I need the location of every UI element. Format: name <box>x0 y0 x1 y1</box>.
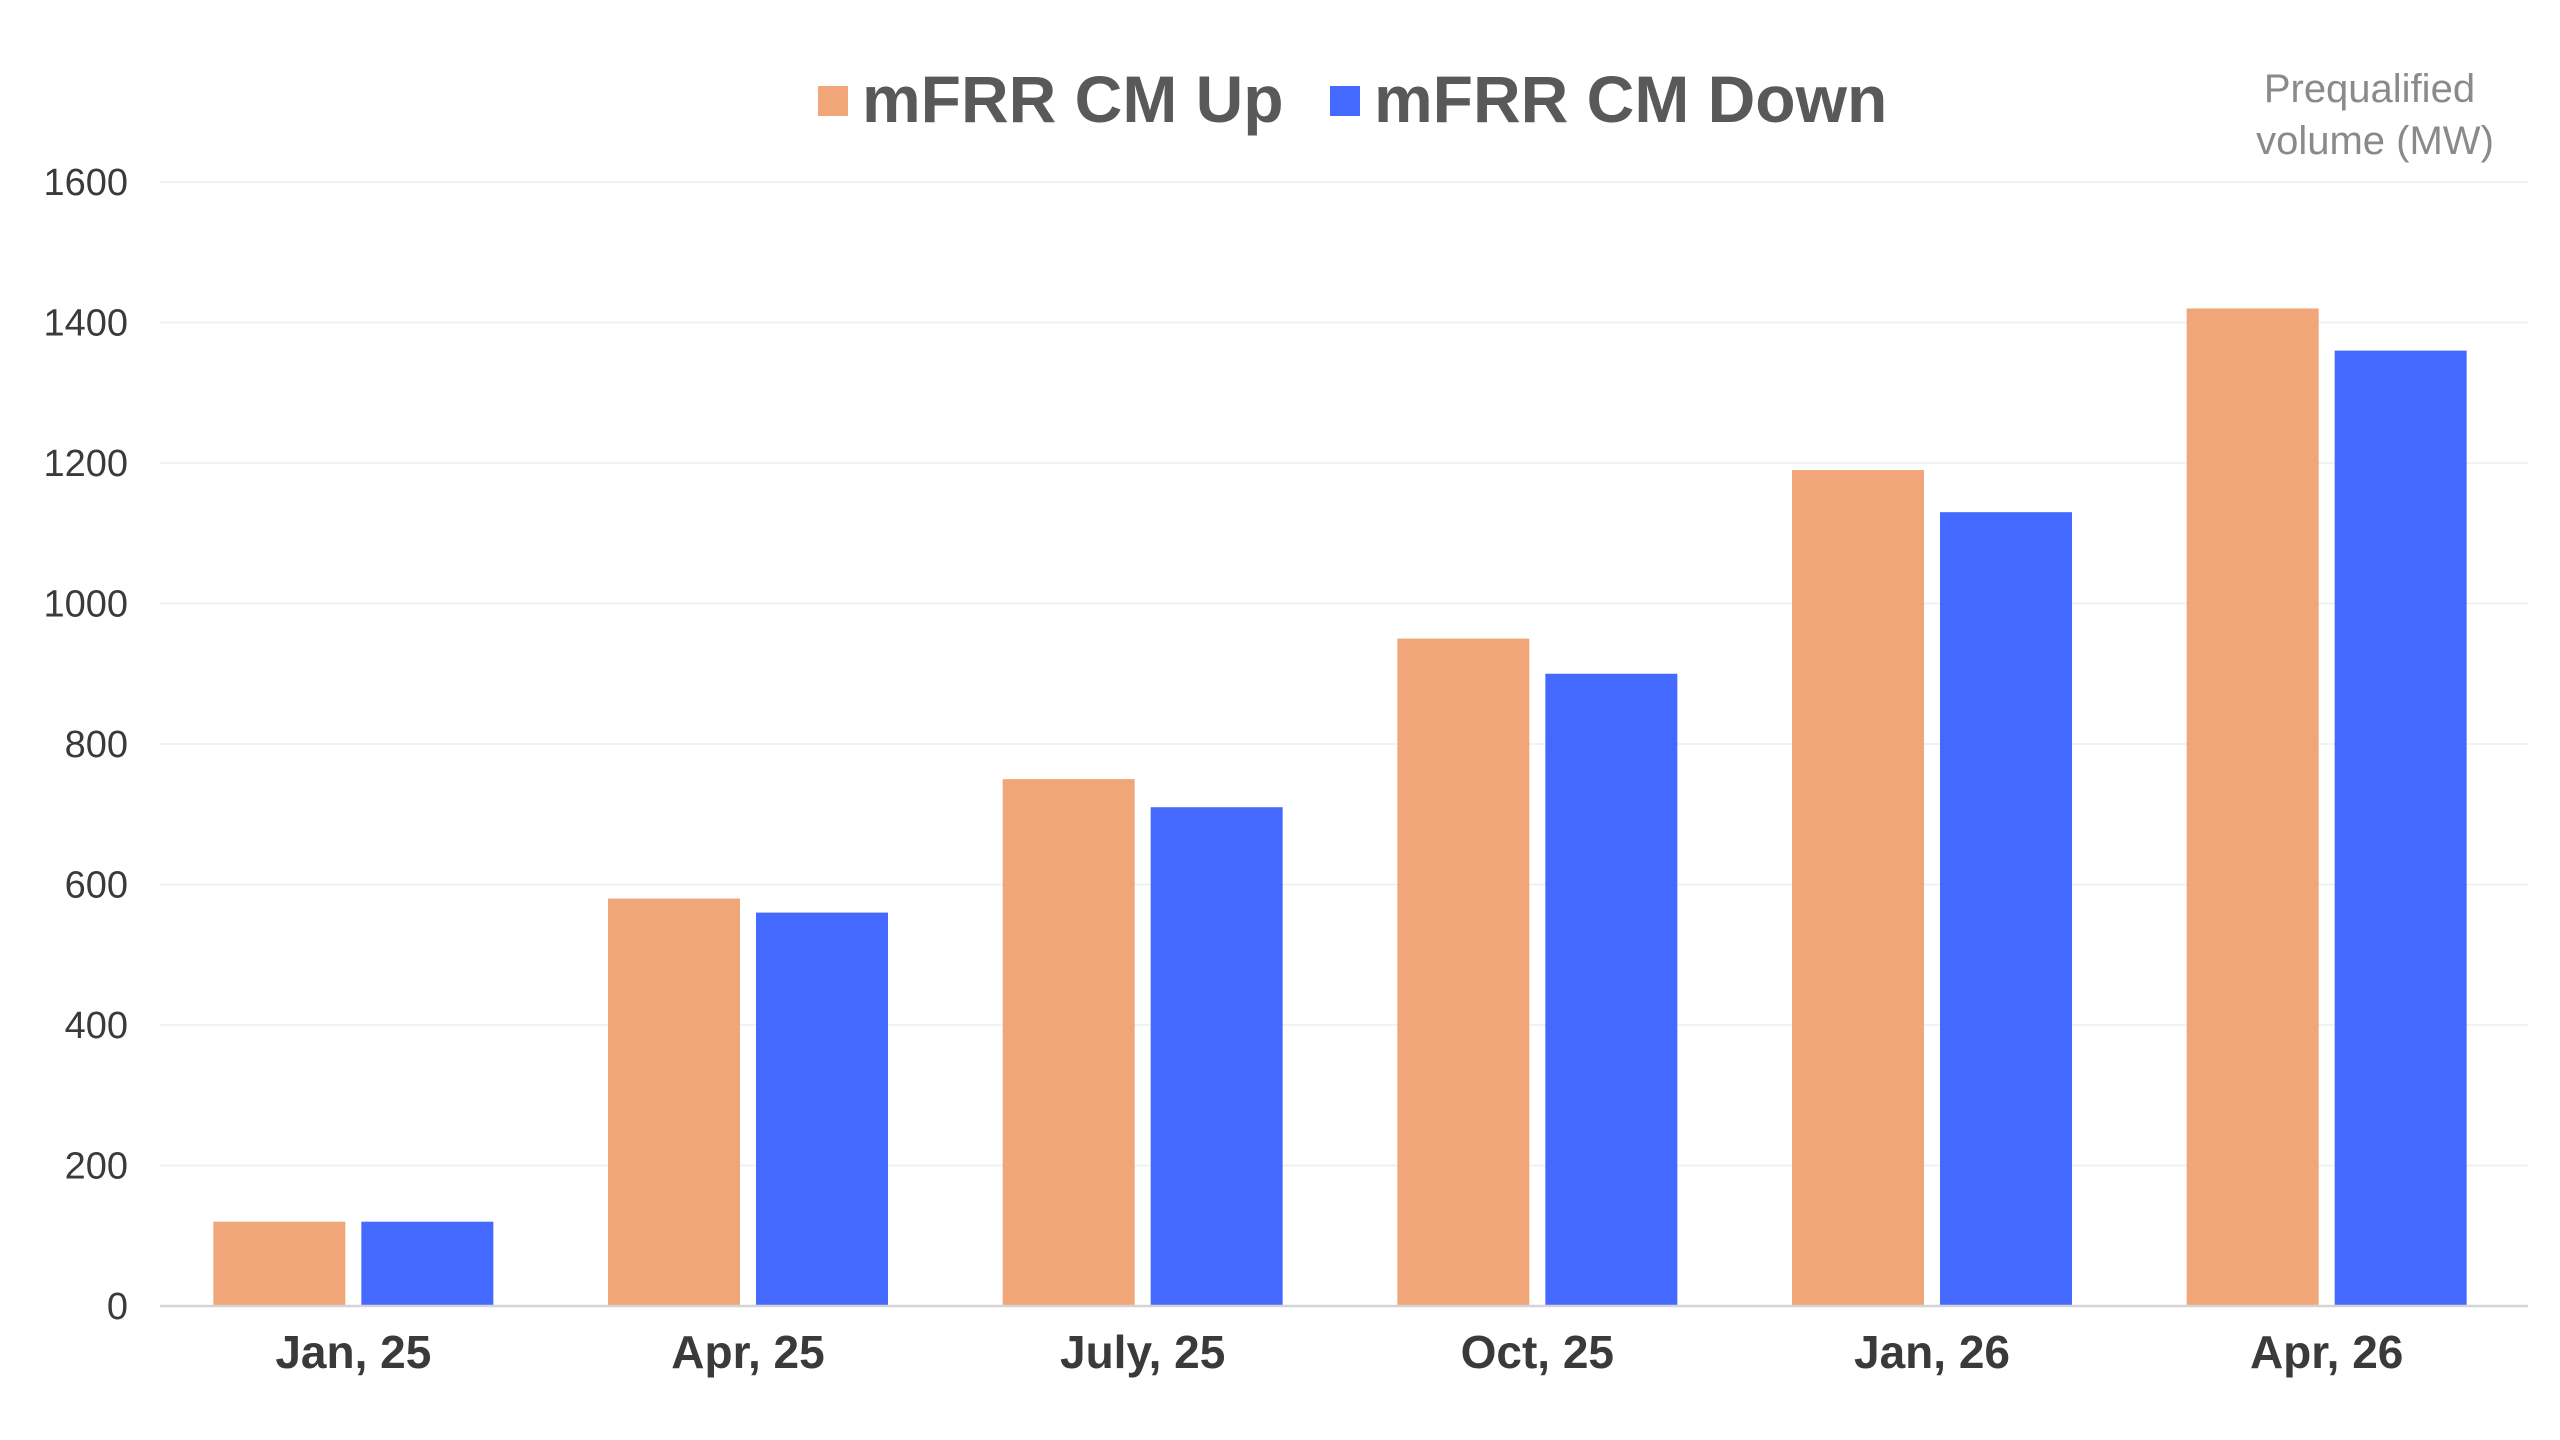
unit-label-line-1: Prequalified <box>2264 67 2475 111</box>
bar-up-3 <box>1397 638 1530 1306</box>
bar-up-4 <box>1792 470 1924 1306</box>
x-tick-label: Jan, 25 <box>275 1326 431 1378</box>
y-axis: 0 200 400 600 800 1000 1200 1400 1600 <box>43 162 128 1328</box>
x-tick-label: July, 25 <box>1060 1326 1225 1378</box>
legend-label-down: mFRR CM Down <box>1374 62 1887 136</box>
y-tick-label: 400 <box>65 1005 128 1047</box>
bar-down-5 <box>2334 350 2467 1307</box>
gridlines <box>160 181 2528 1167</box>
y-tick-label: 800 <box>65 724 128 766</box>
unit-label-line-2: volume (MW) <box>2256 119 2494 163</box>
y-tick-label: 0 <box>107 1286 128 1328</box>
y-tick-label: 1000 <box>43 584 128 626</box>
bar-up-2 <box>1002 779 1135 1306</box>
x-tick-label: Jan, 26 <box>1854 1326 2010 1378</box>
y-tick-label: 200 <box>65 1146 128 1188</box>
y-tick-label: 1400 <box>43 303 128 345</box>
x-tick-label: Apr, 26 <box>2250 1326 2403 1378</box>
y-tick-label: 1600 <box>43 162 128 204</box>
bar-down-0 <box>361 1221 494 1306</box>
legend-swatch-down <box>1330 86 1360 116</box>
legend-label-up: mFRR CM Up <box>862 62 1284 136</box>
x-tick-label: Oct, 25 <box>1461 1326 1614 1378</box>
bars <box>213 308 2467 1307</box>
bar-down-4 <box>1940 512 2072 1306</box>
bar-down-2 <box>1150 807 1283 1306</box>
bar-up-0 <box>213 1221 346 1306</box>
x-axis: Jan, 25 Apr, 25 July, 25 Oct, 25 Jan, 26 Apr,… <box>275 1326 2403 1378</box>
x-tick-label: Apr, 25 <box>671 1326 824 1378</box>
bar-up-1 <box>608 898 740 1306</box>
bar-down-3 <box>1545 673 1678 1306</box>
bar-up-5 <box>2186 308 2319 1306</box>
bar-down-1 <box>756 912 888 1306</box>
legend-swatch-up <box>818 86 848 116</box>
legend: mFRR CM Up mFRR CM Down <box>818 62 1887 136</box>
y-tick-label: 600 <box>65 865 128 907</box>
y-tick-label: 1200 <box>43 443 128 485</box>
y-axis-unit-label: Prequalified volume (MW) <box>2256 67 2494 163</box>
